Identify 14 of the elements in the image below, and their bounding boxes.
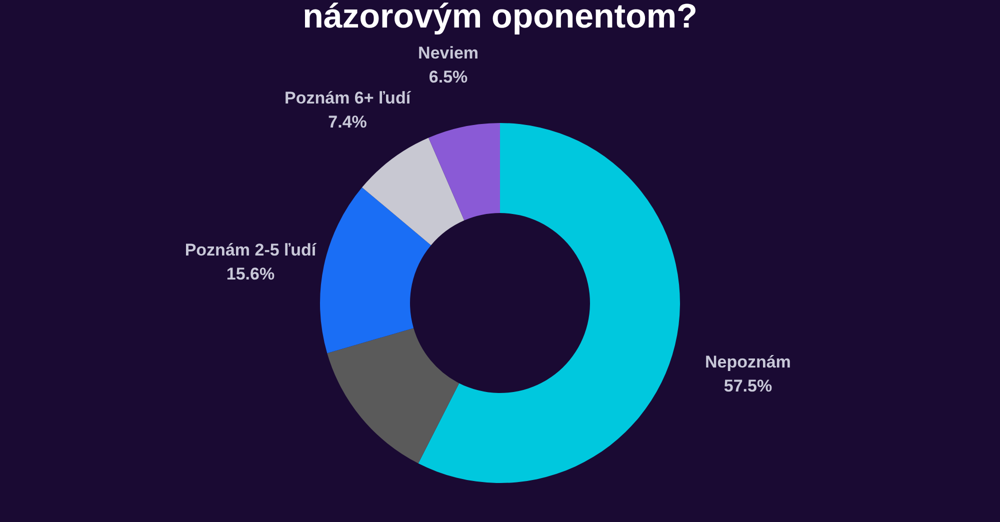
donut-slice xyxy=(327,328,460,464)
data-label: 7.4% xyxy=(328,112,367,132)
data-label: 6.5% xyxy=(428,67,468,86)
donut-slice xyxy=(320,187,432,354)
slice-label: Poznám 2-5 ľudí xyxy=(184,240,318,260)
chart-title: názorovým oponentom? xyxy=(302,0,698,36)
donut-slice xyxy=(428,123,500,220)
data-label: 57.5% xyxy=(724,376,772,396)
slice-label: Neviem xyxy=(418,43,479,62)
donut-slice xyxy=(362,138,464,246)
data-label: 15.6% xyxy=(226,264,275,284)
donut-slice xyxy=(418,123,680,483)
slice-label: Nepoznám xyxy=(704,352,791,372)
slice-label: Poznám 6+ ľudí xyxy=(284,88,412,108)
